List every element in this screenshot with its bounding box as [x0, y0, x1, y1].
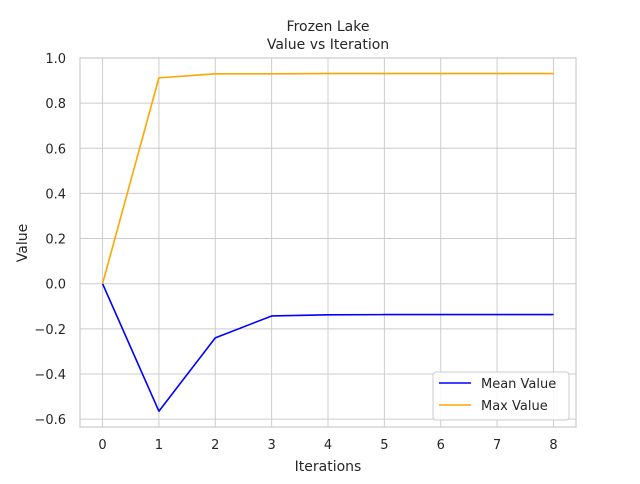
- y-tick-label: −0.4: [34, 368, 66, 383]
- y-tick-label: 0.4: [45, 187, 66, 202]
- series-lines: [101, 72, 554, 413]
- y-tick-label: 0.8: [45, 97, 66, 112]
- y-tick-labels: −0.6 −0.4 −0.2 0.0 0.2 0.4 0.6 0.8 1.0: [34, 52, 66, 428]
- y-tick-label: 0.2: [45, 233, 66, 248]
- x-tick-label: 5: [380, 438, 388, 453]
- y-tick-label: −0.6: [34, 413, 66, 428]
- x-tick-label: 8: [549, 438, 557, 453]
- y-tick-label: 0.0: [45, 278, 66, 293]
- x-tick-label: 6: [437, 438, 445, 453]
- legend: Mean Value Max Value: [432, 371, 570, 421]
- plot-area-frame: [79, 57, 577, 428]
- y-tick-label: −0.2: [34, 323, 66, 338]
- chart-subtitle: Value vs Iteration: [267, 37, 389, 53]
- series-line-mean-value: [101, 283, 554, 413]
- legend-box: [432, 371, 570, 421]
- y-axis-label: Value: [15, 224, 31, 262]
- legend-label-mean-value: Mean Value: [481, 377, 556, 392]
- x-tick-label: 4: [324, 438, 332, 453]
- x-axis-label: Iterations: [295, 459, 362, 475]
- chart-title: Frozen Lake: [287, 19, 370, 35]
- y-tick-label: 0.6: [45, 142, 66, 157]
- series-line-max-value: [101, 72, 554, 284]
- y-tick-label: 1.0: [45, 52, 66, 67]
- x-tick-label: 0: [98, 438, 106, 453]
- x-tick-label: 3: [267, 438, 275, 453]
- x-tick-labels: 0 1 2 3 4 5 6 7 8: [98, 438, 557, 453]
- x-tick-label: 1: [155, 438, 163, 453]
- x-tick-label: 2: [211, 438, 219, 453]
- x-tick-label: 7: [493, 438, 501, 453]
- legend-label-max-value: Max Value: [481, 399, 548, 414]
